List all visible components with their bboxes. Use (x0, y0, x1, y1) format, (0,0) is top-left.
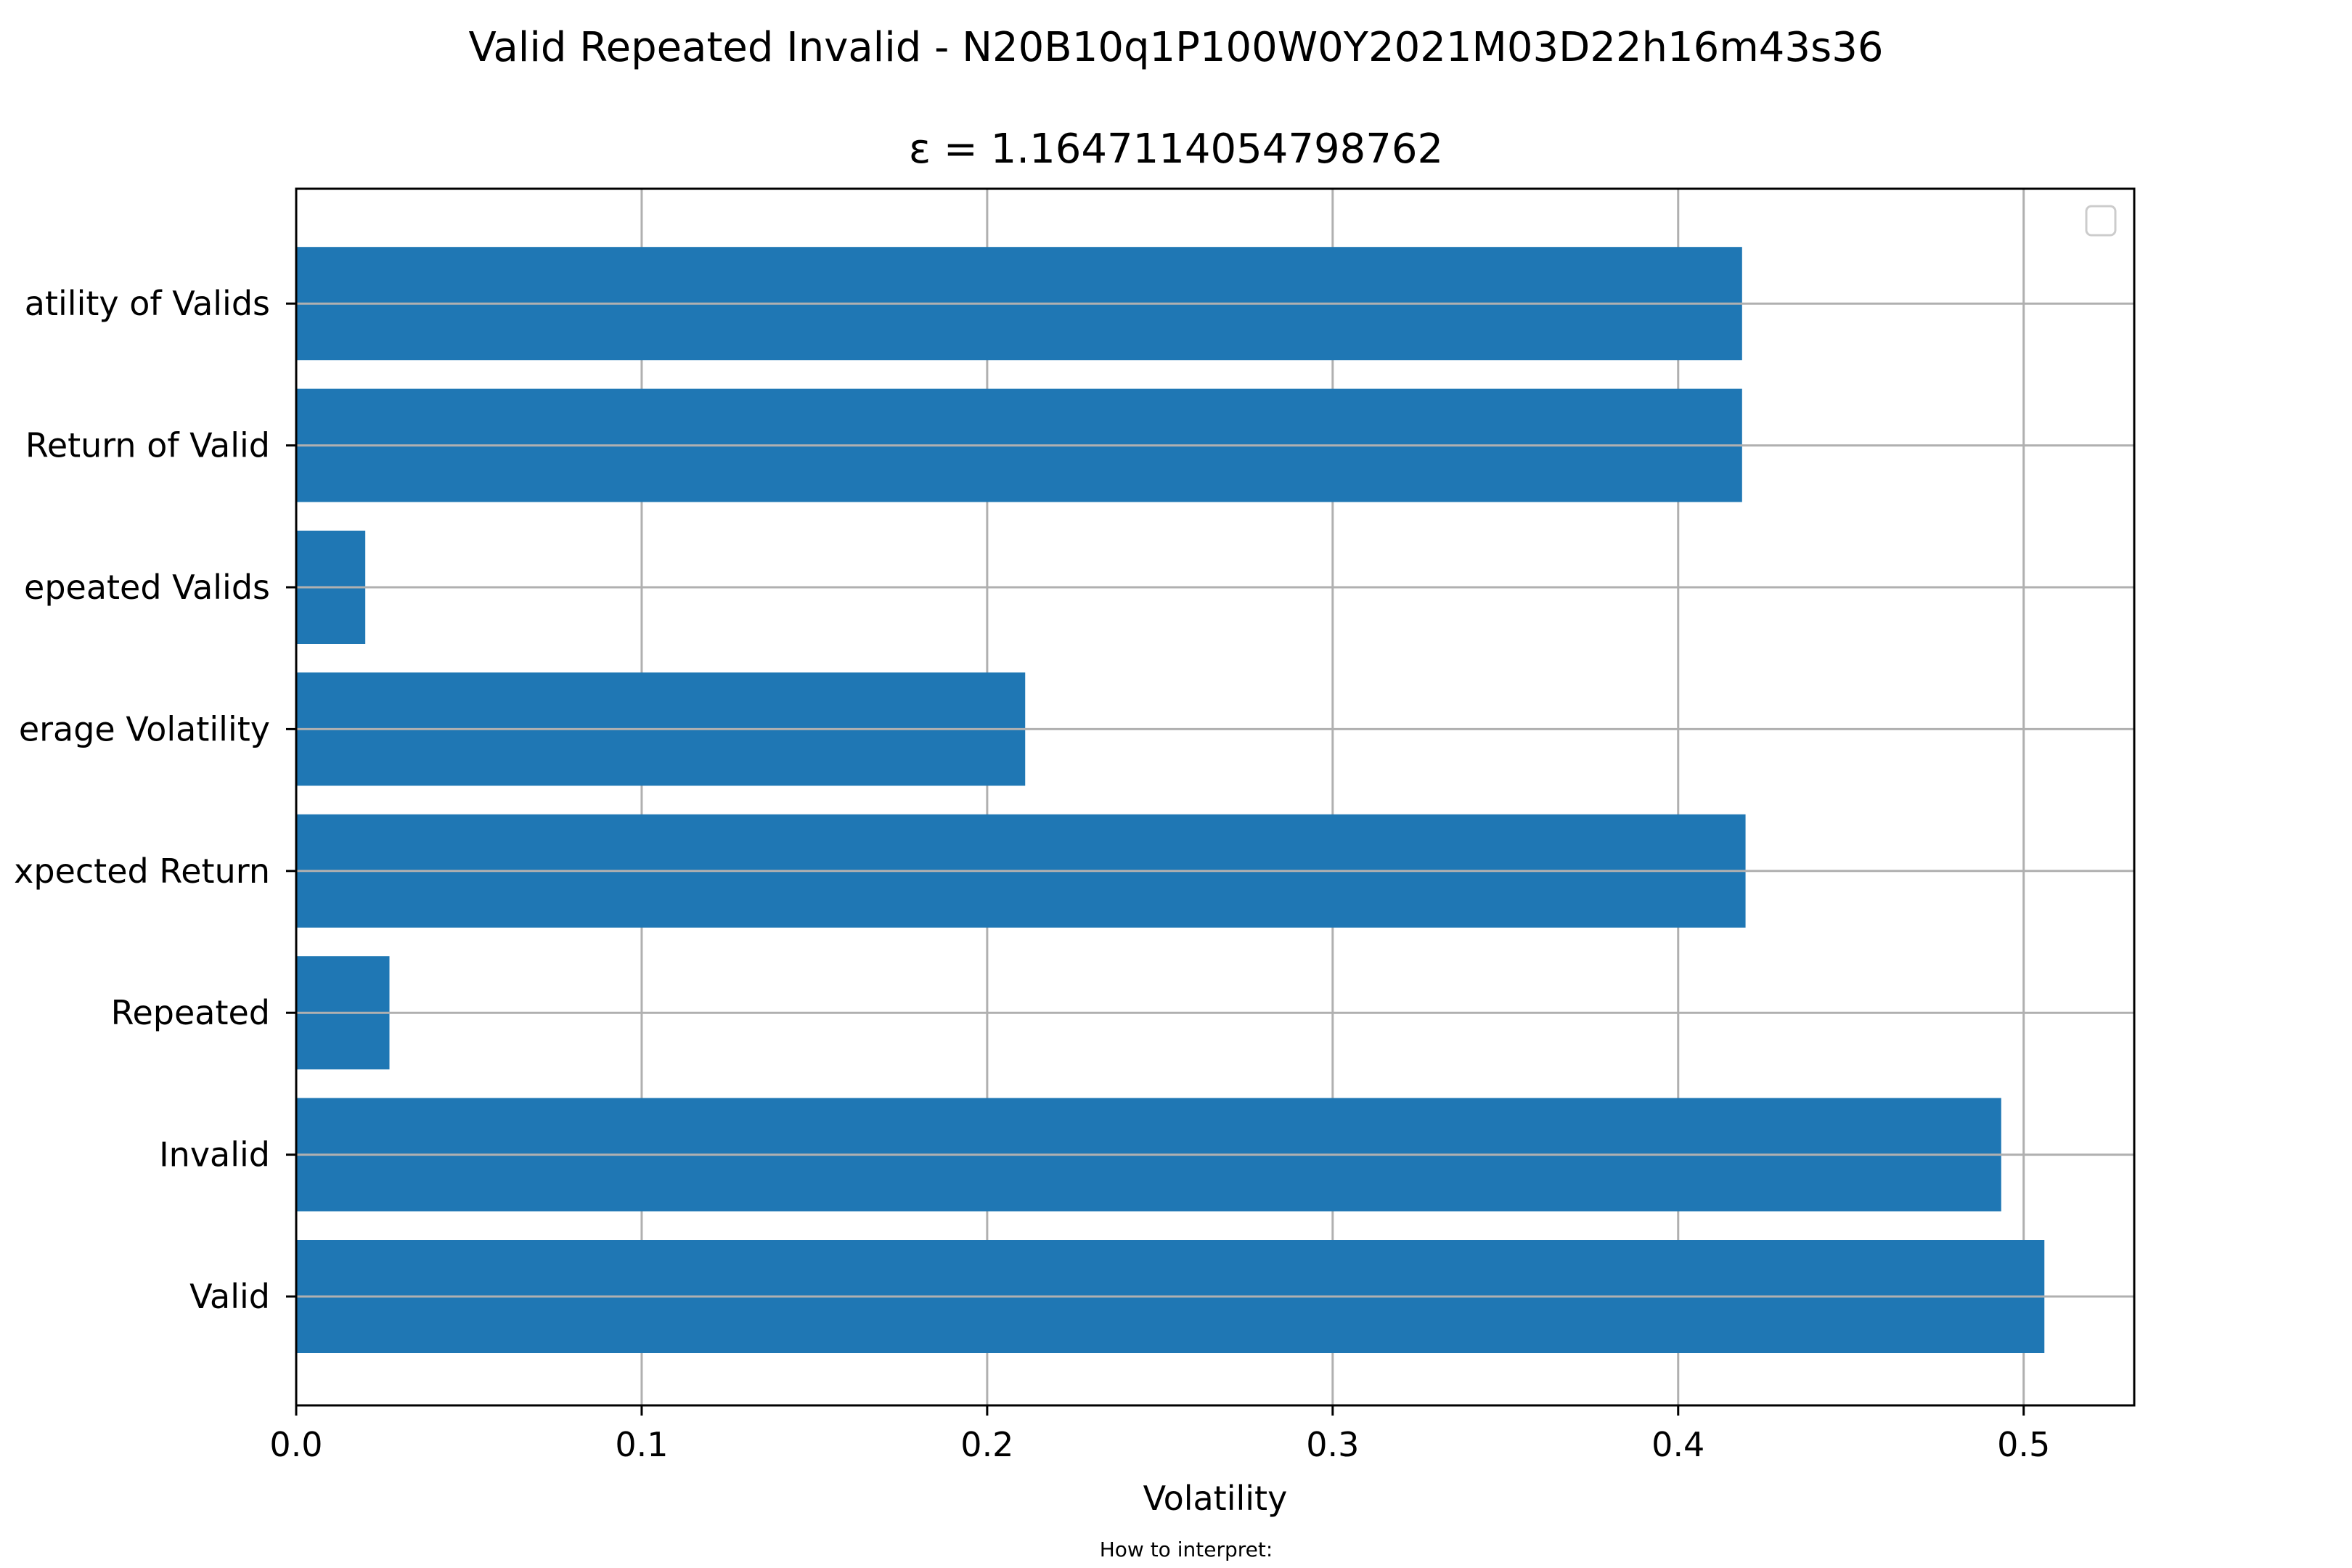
y-tick-label-5: epeated Valids (24, 568, 270, 607)
x-tick-label-3: 0.3 (1306, 1425, 1359, 1464)
x-axis-label: Volatility (1143, 1479, 1288, 1518)
grid (295, 189, 2025, 1405)
x-tick-label-5: 0.5 (1997, 1425, 2050, 1464)
legend-box (2085, 205, 2117, 237)
y-tick-label-1: Invalid (159, 1135, 270, 1175)
y-tick-label-2: Repeated (111, 993, 270, 1032)
y-tick-label-0: Valid (189, 1277, 270, 1316)
y-tick-label-7: atility of Valids (25, 284, 270, 323)
y-tick-label-4: erage Volatility (19, 709, 270, 748)
y-axis-ticks: Valid Invalid Repeated xpected Return erage … (14, 284, 296, 1316)
chart-subtitle: ε = 1.1647114054798762 (909, 126, 1443, 173)
plot-frame (295, 187, 2136, 1407)
y-tick-label-6: Return of Valid (25, 426, 270, 465)
footnote: How to interpret: (1100, 1538, 1273, 1561)
bars (296, 247, 2045, 1353)
horizontal-grid (296, 302, 2134, 1298)
x-axis-ticks: 0.0 0.1 0.2 0.3 0.4 0.5 (269, 1405, 2050, 1464)
x-tick-label-1: 0.1 (615, 1425, 668, 1464)
x-tick-label-4: 0.4 (1651, 1425, 1704, 1464)
y-tick-label-3: xpected Return (14, 852, 270, 891)
x-tick-label-2: 0.2 (960, 1425, 1013, 1464)
x-tick-label-0: 0.0 (269, 1425, 322, 1464)
chart-title: Valid Repeated Invalid - N20B10q1P100W0Y… (469, 24, 1884, 71)
